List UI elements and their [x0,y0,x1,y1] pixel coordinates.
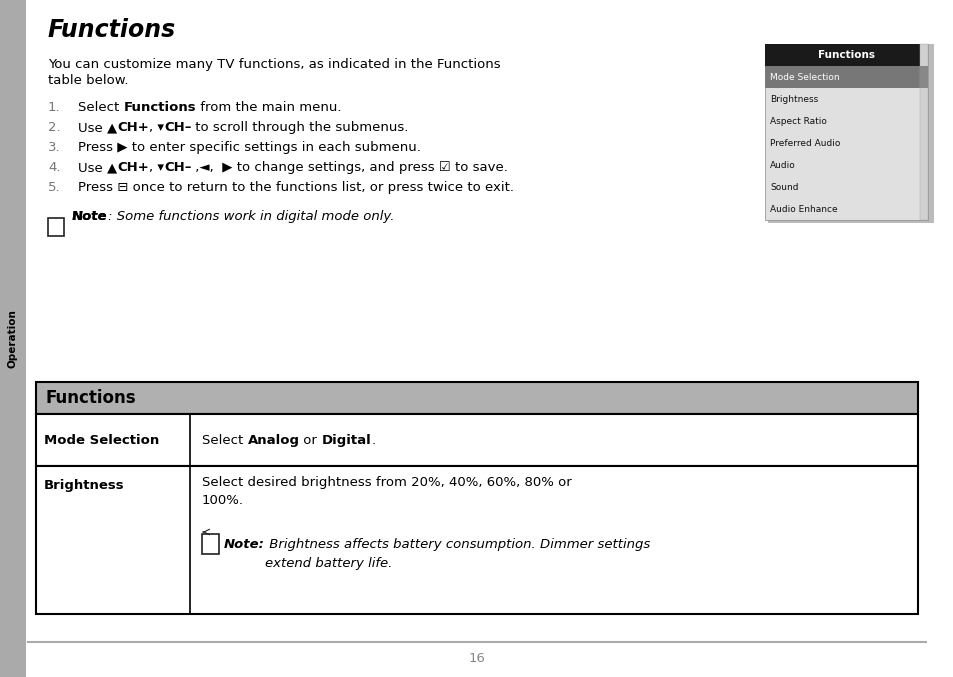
Text: or: or [299,434,321,447]
Text: Press ⊟ once to return to the functions list, or press twice to exit.: Press ⊟ once to return to the functions … [78,181,514,194]
Text: CH+: CH+ [117,161,149,174]
Text: Select: Select [202,434,247,447]
Bar [767,44,933,223]
Bar [36,466,917,614]
Text: Functions: Functions [46,389,136,407]
Text: Digital: Digital [321,434,371,447]
Text: CH–: CH– [164,121,192,134]
Text: Press ▶ to enter specific settings in each submenu.: Press ▶ to enter specific settings in ea… [78,141,420,154]
Bar [919,44,927,220]
Text: .: . [371,434,375,447]
Text: Mode Selection: Mode Selection [769,72,839,81]
Text: , ▾: , ▾ [149,121,164,134]
Text: Operation: Operation [8,309,18,368]
Bar [764,44,927,66]
Text: Use ▲: Use ▲ [78,121,117,134]
Text: Functions: Functions [817,50,874,60]
Text: Note:: Note: [224,538,265,551]
Bar [764,44,927,220]
Text: Brightness affects battery consumption. Dimmer settings
extend battery life.: Brightness affects battery consumption. … [265,538,649,569]
Text: Select: Select [78,101,123,114]
Bar [202,534,219,554]
Text: 3.: 3. [48,141,61,154]
Text: CH–: CH– [164,161,192,174]
Text: 1.: 1. [48,101,61,114]
Text: ,◄,  ▶ to change settings, and press ☑ to save.: ,◄, ▶ to change settings, and press ☑ to… [192,161,508,174]
Text: , ▾: , ▾ [149,161,164,174]
Text: You can customize many TV functions, as indicated in the Functions: You can customize many TV functions, as … [48,58,500,71]
Text: from the main menu.: from the main menu. [196,101,341,114]
Bar [36,414,917,466]
Bar [48,218,64,236]
Text: Select desired brightness from 20%, 40%, 60%, 80% or
100%.: Select desired brightness from 20%, 40%,… [202,476,571,508]
Text: Aspect Ratio: Aspect Ratio [769,116,826,125]
Text: Note: Note [71,210,108,223]
Text: Analog: Analog [247,434,299,447]
Text: Audio: Audio [769,160,795,169]
Bar [36,382,917,414]
Bar [764,66,919,88]
Bar [919,66,927,88]
Text: table below.: table below. [48,74,129,87]
Text: Functions: Functions [48,18,176,42]
Text: Use ▲: Use ▲ [78,161,117,174]
Bar [0,0,26,677]
Text: Sound: Sound [769,183,798,192]
Text: Brightness: Brightness [44,479,125,492]
Text: to scroll through the submenus.: to scroll through the submenus. [192,121,409,134]
Text: Functions: Functions [123,101,196,114]
Text: Brightness: Brightness [769,95,818,104]
Text: Mode Selection: Mode Selection [44,433,159,447]
Text: 16: 16 [468,653,485,665]
Text: 5.: 5. [48,181,61,194]
Text: Preferred Audio: Preferred Audio [769,139,840,148]
Text: Note: Note [71,210,108,223]
Text: Audio Enhance: Audio Enhance [769,204,837,213]
Text: 2.: 2. [48,121,61,134]
Text: : Some functions work in digital mode only.: : Some functions work in digital mode on… [108,210,394,223]
Text: 4.: 4. [48,161,60,174]
Text: CH+: CH+ [117,121,149,134]
